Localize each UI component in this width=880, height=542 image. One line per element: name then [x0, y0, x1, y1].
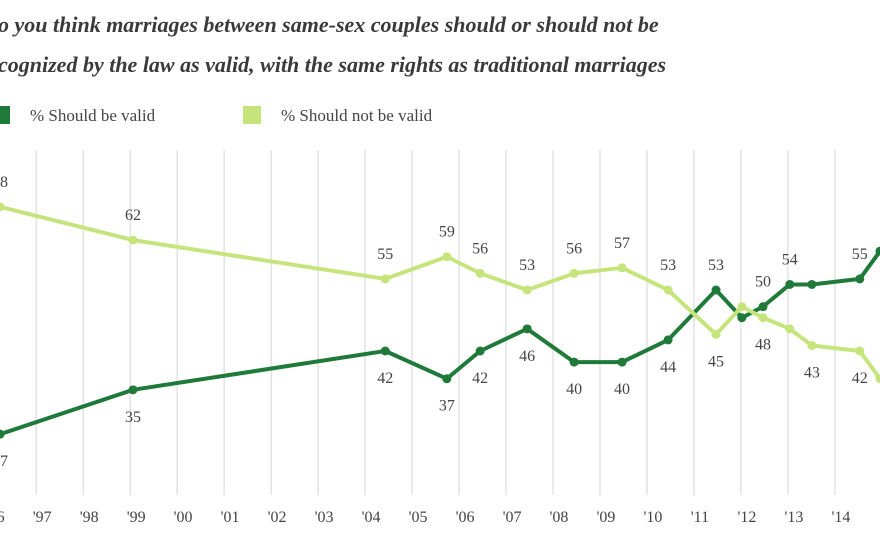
chart-title: cognized by the law as valid, with the s…	[0, 52, 666, 77]
value-label: 42	[472, 370, 488, 387]
x-tick-label: '10	[644, 509, 663, 526]
point	[711, 285, 721, 295]
x-tick-label: '97	[33, 509, 52, 526]
point	[875, 374, 880, 384]
point	[875, 246, 880, 256]
point	[442, 252, 452, 262]
point	[758, 313, 768, 323]
value-label: 46	[519, 348, 535, 365]
x-tick-label: '14	[831, 509, 850, 526]
point	[380, 346, 390, 356]
point	[737, 313, 747, 323]
value-label: 57	[614, 235, 630, 252]
value-label: 42	[377, 370, 393, 387]
point	[711, 329, 721, 339]
x-tick-label: '05	[409, 509, 428, 526]
series-line	[0, 204, 880, 380]
value-label: 59	[439, 224, 455, 241]
x-tick-label: '07	[503, 509, 522, 526]
point	[785, 279, 795, 289]
point	[522, 285, 532, 295]
x-tick-label: '06	[456, 509, 475, 526]
point	[569, 357, 579, 367]
value-label: 50	[755, 274, 771, 291]
value-label: 48	[755, 337, 771, 354]
point	[663, 335, 673, 345]
value-label: 53	[708, 257, 724, 274]
point	[0, 429, 5, 439]
point	[475, 346, 485, 356]
value-label: 53	[660, 257, 676, 274]
legend-swatch	[243, 106, 261, 124]
point	[522, 324, 532, 334]
value-label: 56	[472, 240, 488, 257]
series-line	[0, 250, 880, 437]
point	[855, 346, 865, 356]
legend-swatch	[0, 106, 10, 124]
value-label: 27	[0, 453, 8, 470]
x-tick-label: '08	[550, 509, 569, 526]
point	[128, 385, 138, 395]
point	[737, 302, 747, 312]
value-label: 55	[852, 246, 868, 263]
point	[807, 279, 817, 289]
legend-label: % Should not be valid	[281, 106, 433, 125]
value-label: 68	[0, 174, 8, 191]
point	[475, 268, 485, 278]
value-label: 40	[614, 381, 630, 398]
x-tick-label: '13	[784, 509, 803, 526]
value-label: 54	[782, 251, 798, 268]
point	[758, 302, 768, 312]
x-tick-label: '02	[268, 509, 287, 526]
value-label: 35	[125, 409, 141, 426]
x-tick-label: '03	[315, 509, 334, 526]
value-label: 53	[519, 257, 535, 274]
x-tick-label: '99	[127, 509, 146, 526]
point	[0, 202, 5, 212]
x-tick-label: '11	[691, 509, 709, 526]
point	[663, 285, 673, 295]
point	[855, 274, 865, 284]
x-tick-label: '01	[221, 509, 240, 526]
point	[807, 340, 817, 350]
x-tick-label: '00	[174, 509, 193, 526]
value-label: 55	[377, 246, 393, 263]
value-label: 43	[804, 364, 820, 381]
x-tick-label: '12	[737, 509, 756, 526]
point	[442, 374, 452, 384]
x-tick-label: '09	[597, 509, 616, 526]
point	[569, 268, 579, 278]
value-label: 45	[708, 353, 724, 370]
value-label: 62	[125, 207, 141, 224]
point	[128, 235, 138, 245]
point	[617, 263, 627, 273]
point	[380, 274, 390, 284]
x-tick-label: '04	[362, 509, 381, 526]
legend-label: % Should be valid	[30, 106, 156, 125]
x-tick-label: '96	[0, 509, 5, 526]
value-label: 44	[660, 359, 676, 376]
chart-title: o you think marriages between same-sex c…	[0, 12, 659, 37]
value-label: 37	[439, 398, 455, 415]
x-tick-label: '98	[80, 509, 99, 526]
value-label: 40	[566, 381, 582, 398]
value-label: 56	[566, 240, 582, 257]
point	[617, 357, 627, 367]
point	[785, 324, 795, 334]
value-label: 42	[852, 370, 868, 387]
